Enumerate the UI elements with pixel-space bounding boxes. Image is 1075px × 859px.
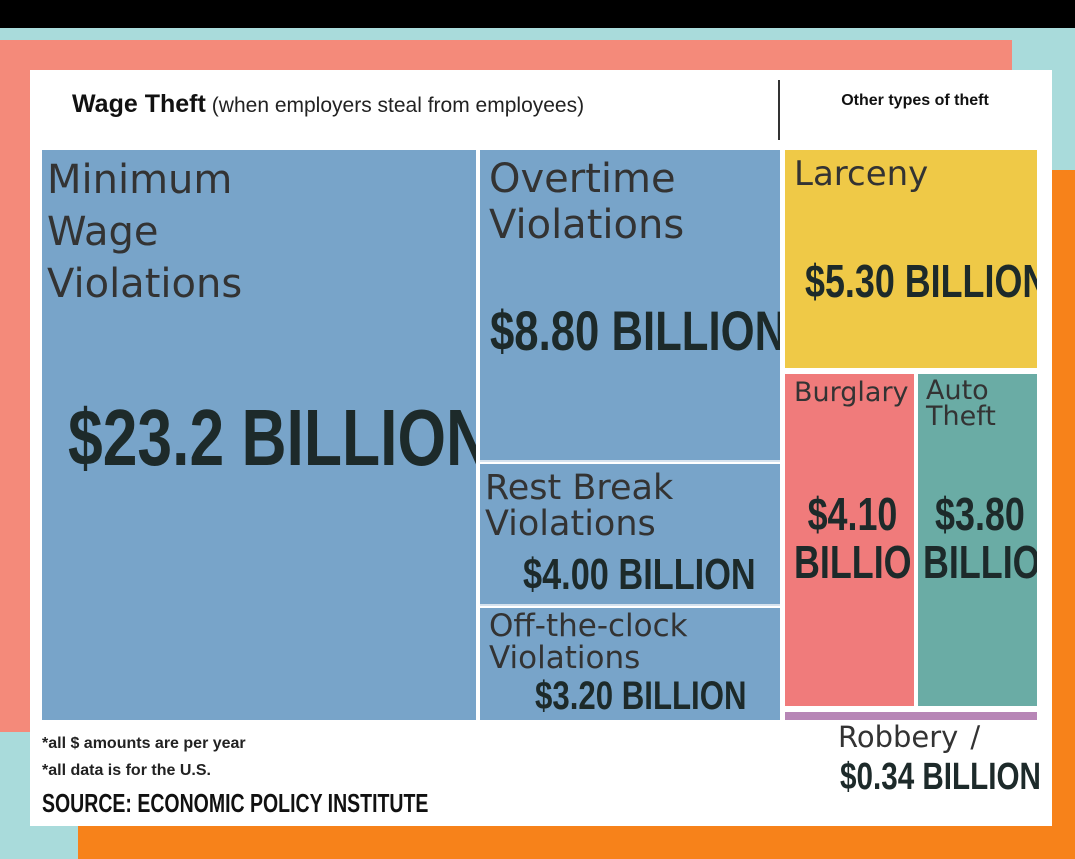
- label-robbery-text: Robbery: [838, 720, 959, 754]
- value-burglary: $4.10 BILLION: [794, 488, 914, 588]
- note-us-data: *all data is for the U.S.: [42, 762, 211, 779]
- value-rest-break: $4.00 BILLION: [523, 550, 756, 599]
- label-auto-theft: Auto Theft: [926, 375, 996, 432]
- value-overtime: $8.80 BILLION: [490, 299, 780, 362]
- top-black-bar: [0, 0, 1075, 28]
- value-robbery: $0.34 BILLION: [840, 756, 1041, 798]
- title-subtitle: (when employers steal from employees): [211, 94, 585, 117]
- cell-auto-theft: Auto Theft $3.80 BILLION: [918, 374, 1037, 706]
- header-divider: [778, 80, 780, 140]
- cell-burglary: Burglary $4.10 BILLION: [785, 374, 914, 706]
- note-per-year: *all $ amounts are per year: [42, 735, 246, 752]
- robbery-slash: /: [970, 720, 981, 754]
- value-auto-theft: $3.80 BILLION: [923, 488, 1037, 588]
- label-minimum-wage: Minimum Wage Violations: [47, 157, 243, 307]
- cell-overtime: Overtime Violations $8.80 BILLION: [480, 150, 780, 462]
- cell-robbery: [785, 712, 1037, 720]
- label-burglary: Burglary: [794, 377, 909, 408]
- label-off-the-clock: Off-the-clock Violations: [489, 608, 688, 676]
- label-robbery: Robbery /: [838, 720, 980, 754]
- value-off-the-clock: $3.20 BILLION: [535, 674, 747, 718]
- chart-title: Wage Theft (when employers steal from emp…: [72, 90, 584, 119]
- title-bold: Wage Theft: [72, 90, 206, 118]
- cell-minimum-wage: Minimum Wage Violations $23.2 BILLION: [42, 150, 478, 720]
- value-larceny: $5.30 BILLION: [805, 255, 1037, 307]
- value-minimum-wage: $23.2 BILLION: [68, 393, 478, 482]
- label-larceny: Larceny: [794, 154, 929, 194]
- cell-larceny: Larceny $5.30 BILLION: [785, 150, 1037, 368]
- label-overtime: Overtime Violations: [489, 156, 685, 248]
- cell-rest-break: Rest Break Violations $4.00 BILLION: [480, 464, 780, 606]
- other-types-heading: Other types of theft: [841, 92, 989, 109]
- cell-off-the-clock: Off-the-clock Violations $3.20 BILLION: [480, 608, 780, 720]
- source-credit: SOURCE: ECONOMIC POLICY INSTITUTE: [42, 788, 429, 818]
- label-rest-break: Rest Break Violations: [485, 468, 674, 544]
